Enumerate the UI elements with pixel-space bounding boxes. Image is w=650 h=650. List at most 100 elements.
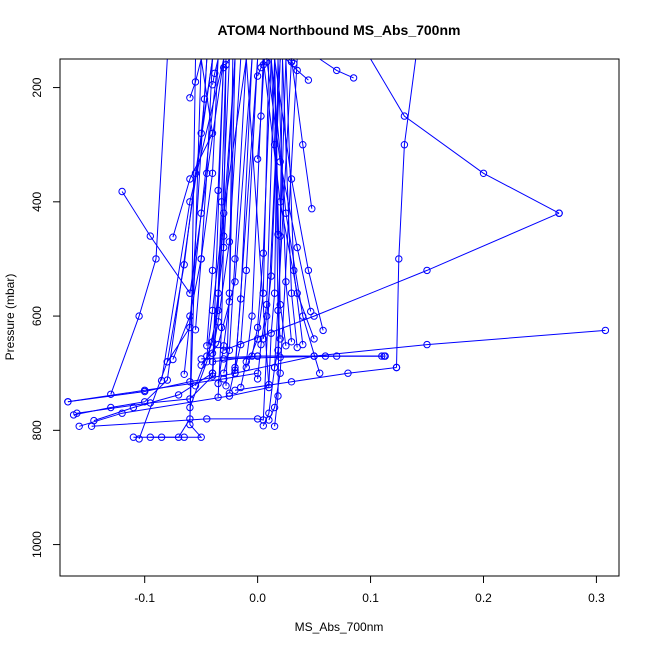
data-point-61-4 — [220, 346, 228, 354]
data-point-59-1 — [276, 335, 284, 343]
series-line-68 — [396, 58, 417, 368]
data-point-40-2 — [200, 95, 209, 103]
series-line-57 — [277, 58, 292, 342]
data-point-65-4 — [220, 355, 228, 363]
data-point-23-3 — [248, 312, 256, 320]
data-point-35-3 — [214, 186, 222, 195]
data-point-69-2 — [186, 198, 194, 206]
data-point-33-2 — [186, 312, 194, 320]
data-point-66-4 — [253, 369, 262, 377]
data-point-28-2 — [267, 329, 275, 337]
data-point-41-2 — [211, 69, 219, 78]
data-point-22-2 — [237, 340, 245, 349]
data-point-52-3 — [282, 209, 290, 217]
series-line-58 — [274, 58, 287, 346]
data-point-3-2 — [203, 415, 211, 423]
data-point-39-1 — [186, 94, 194, 102]
data-point-40-1 — [197, 129, 205, 138]
data-point-67-2 — [479, 169, 488, 178]
data-point-63-2 — [321, 352, 330, 360]
data-point-59-2 — [274, 306, 282, 315]
data-point-32-2 — [274, 392, 282, 400]
data-point-65-2 — [333, 352, 341, 360]
data-point-38-1 — [222, 382, 230, 390]
data-point-14-1 — [186, 403, 194, 412]
data-point-3-4 — [259, 416, 267, 424]
data-point-5-4 — [163, 376, 172, 384]
data-point-23-2 — [242, 358, 251, 366]
y-tick-label: 400 — [30, 191, 44, 211]
series-line-21 — [228, 58, 253, 394]
data-point-30-1 — [259, 422, 267, 430]
data-point-68-3 — [400, 141, 409, 149]
data-point-60-2 — [423, 340, 431, 349]
data-point-36-2 — [214, 289, 222, 297]
data-point-58-1 — [282, 342, 290, 350]
data-point-65-1 — [380, 352, 388, 360]
series-line-17 — [206, 58, 247, 357]
data-point-20-3 — [231, 255, 239, 263]
series-line-70 — [183, 58, 219, 375]
data-point-38-2 — [225, 289, 234, 297]
y-tick-label: 800 — [30, 420, 44, 440]
x-tick-label: -0.1 — [134, 591, 155, 605]
series-line-39 — [189, 58, 202, 98]
data-point-24-2 — [253, 335, 262, 343]
series-line-11 — [110, 58, 168, 395]
series-line-32 — [274, 58, 283, 427]
series-line-45 — [257, 58, 265, 160]
data-point-34-3 — [203, 169, 211, 178]
data-point-1-3 — [197, 433, 205, 441]
data-point-18-2 — [214, 318, 222, 326]
data-point-7-4 — [208, 372, 217, 380]
series-line-47 — [291, 58, 313, 209]
data-point-29-2 — [274, 346, 282, 354]
data-point-27-3 — [267, 272, 275, 280]
data-point-48-2 — [293, 66, 301, 75]
data-point-12-1 — [169, 233, 177, 241]
series-line-25 — [251, 58, 272, 357]
data-point-17-3 — [220, 209, 228, 217]
data-point-64-2 — [310, 352, 318, 360]
data-point-56-1 — [293, 343, 301, 352]
series-line-34 — [195, 58, 213, 330]
data-point-13-2 — [180, 261, 188, 269]
data-point-14-2 — [203, 358, 211, 366]
series-line-62 — [234, 367, 397, 391]
data-point-50-1 — [290, 59, 298, 68]
x-tick-label: 0.1 — [362, 591, 379, 605]
data-point-66-2 — [141, 386, 149, 394]
data-point-35-1 — [203, 342, 211, 350]
data-point-60-1 — [601, 326, 610, 335]
series-line-40 — [200, 58, 208, 134]
data-point-53-3 — [287, 175, 296, 183]
data-point-47-2 — [299, 141, 307, 149]
y-tick-label: 1000 — [30, 531, 44, 558]
data-point-70-2 — [197, 209, 205, 217]
data-point-33-1 — [169, 355, 177, 364]
data-point-55-2 — [290, 266, 298, 275]
data-point-27-1 — [259, 335, 267, 343]
data-point-16-3 — [231, 278, 239, 286]
series-line-66 — [67, 372, 258, 403]
data-point-7-3 — [186, 395, 194, 403]
data-point-37-1 — [214, 393, 222, 401]
data-point-60-4 — [231, 369, 239, 377]
data-point-21-2 — [231, 363, 239, 372]
data-point-66-1 — [64, 398, 72, 406]
data-point-61-2 — [423, 266, 431, 275]
data-point-30-3 — [270, 363, 279, 372]
series-line-52 — [270, 58, 321, 374]
data-point-8-1 — [90, 416, 98, 425]
data-point-5-3 — [141, 398, 149, 406]
data-point-35-2 — [208, 266, 217, 275]
data-point-15-1 — [191, 382, 200, 390]
data-point-27-2 — [263, 312, 271, 320]
data-point-64-4 — [208, 358, 217, 366]
data-point-53-2 — [304, 266, 313, 275]
data-point-49-1 — [349, 74, 358, 82]
series-line-13 — [166, 58, 213, 362]
data-point-12-3 — [208, 129, 217, 138]
data-point-11-3 — [152, 255, 160, 263]
data-point-37-3 — [220, 232, 228, 240]
